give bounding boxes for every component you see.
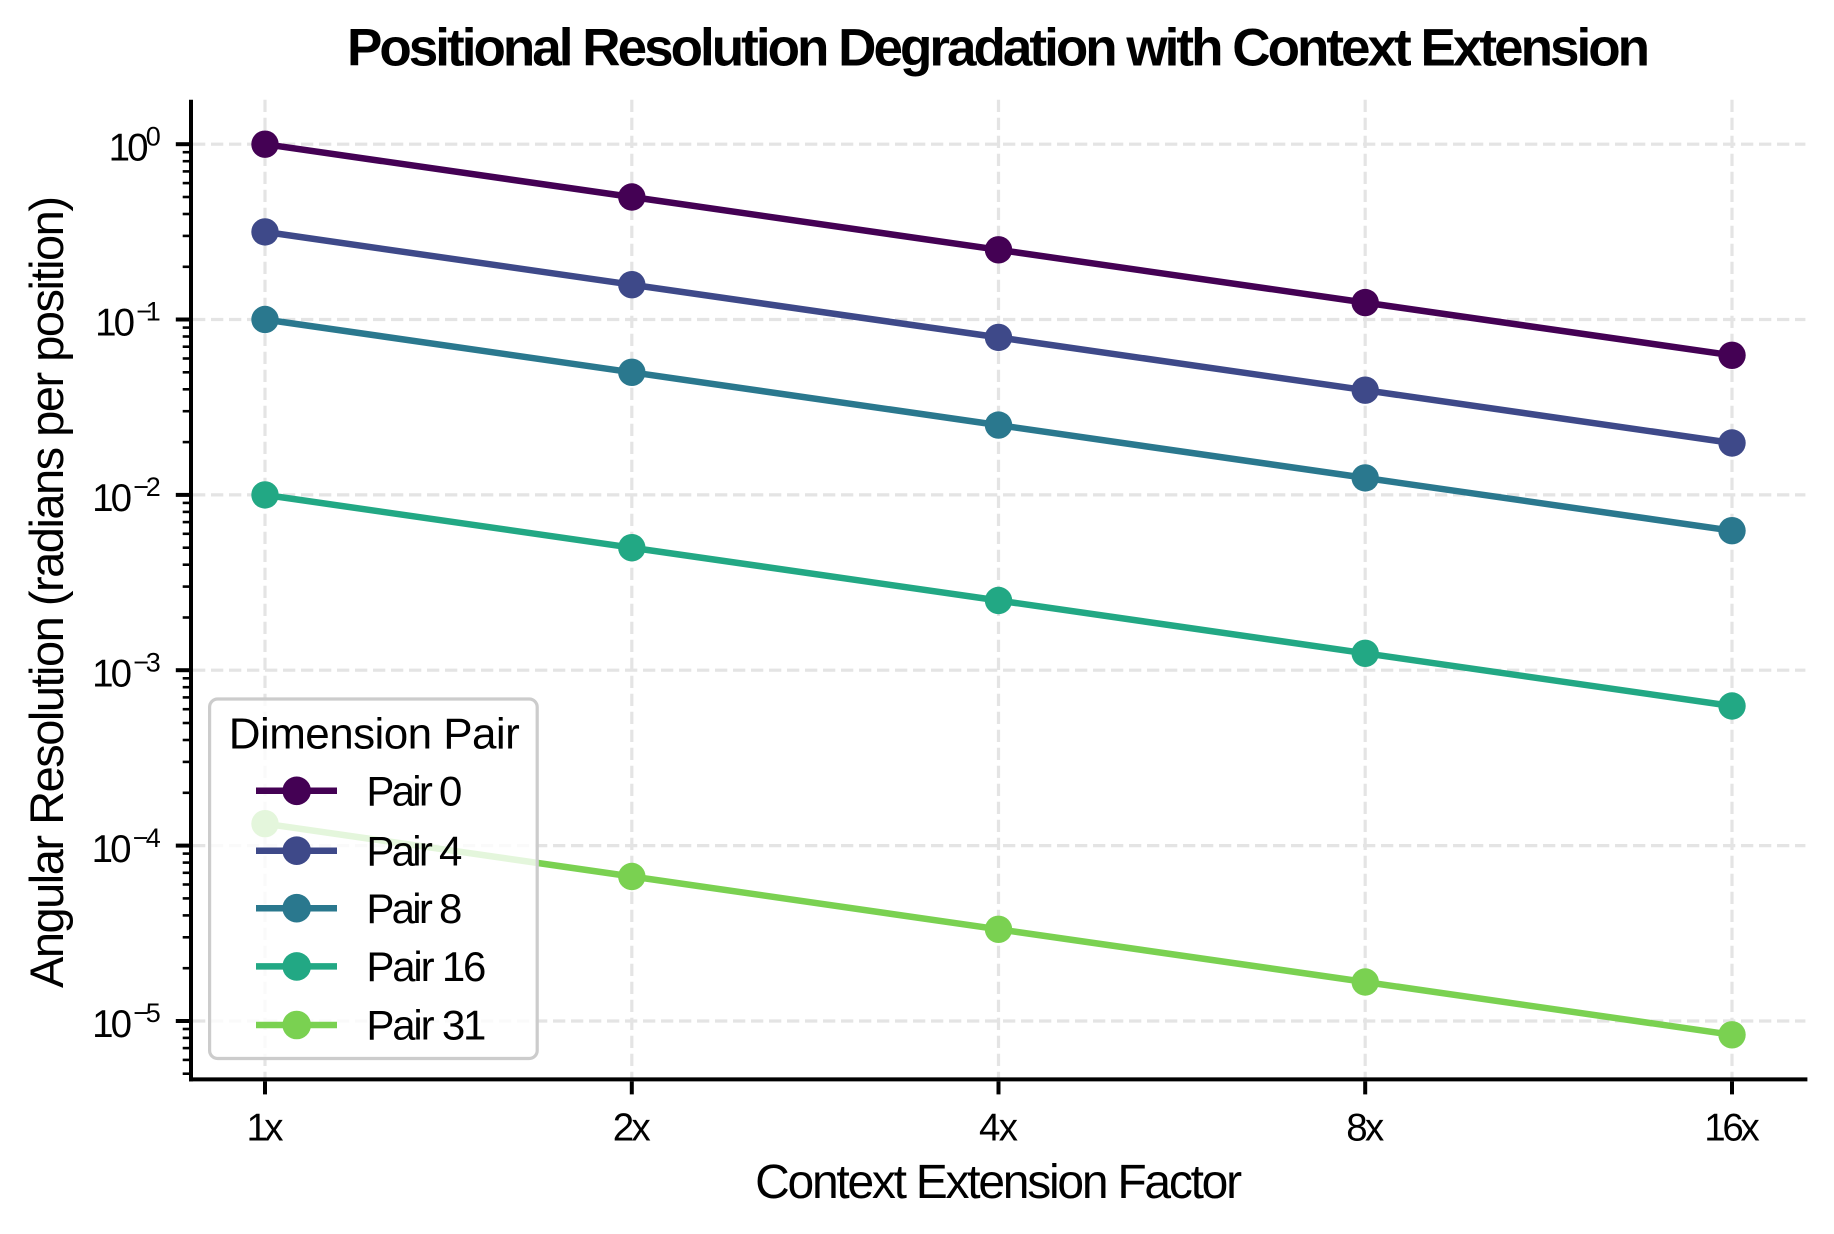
- svg-text:−1: −1: [136, 297, 161, 327]
- svg-text:Dimension Pair: Dimension Pair: [229, 709, 520, 758]
- svg-text:Positional Resolution Degradat: Positional Resolution Degradation with C…: [347, 18, 1650, 77]
- svg-text:Pair 0: Pair 0: [366, 768, 462, 815]
- svg-text:10: 10: [92, 828, 132, 871]
- svg-text:1x: 1x: [247, 1107, 284, 1150]
- svg-text:2x: 2x: [613, 1107, 651, 1150]
- svg-text:−4: −4: [133, 823, 161, 853]
- svg-text:Pair 16: Pair 16: [366, 943, 486, 990]
- svg-text:10: 10: [92, 477, 132, 520]
- svg-text:Pair 8: Pair 8: [366, 885, 462, 932]
- svg-text:−2: −2: [133, 472, 161, 502]
- svg-text:10: 10: [109, 126, 149, 169]
- svg-text:4x: 4x: [979, 1107, 1018, 1150]
- svg-text:0: 0: [146, 121, 161, 151]
- svg-text:Pair 31: Pair 31: [366, 1002, 486, 1049]
- svg-text:−3: −3: [133, 648, 161, 678]
- svg-text:10: 10: [95, 302, 135, 345]
- svg-text:Angular Resolution (radians pe: Angular Resolution (radians per position…: [20, 196, 73, 988]
- svg-text:Pair 4: Pair 4: [366, 827, 462, 874]
- svg-text:16x: 16x: [1704, 1107, 1760, 1150]
- svg-text:10: 10: [92, 1003, 132, 1046]
- svg-text:8x: 8x: [1346, 1107, 1384, 1150]
- svg-text:−5: −5: [133, 998, 161, 1028]
- svg-text:Context Extension Factor: Context Extension Factor: [755, 1156, 1242, 1209]
- svg-text:10: 10: [92, 653, 132, 696]
